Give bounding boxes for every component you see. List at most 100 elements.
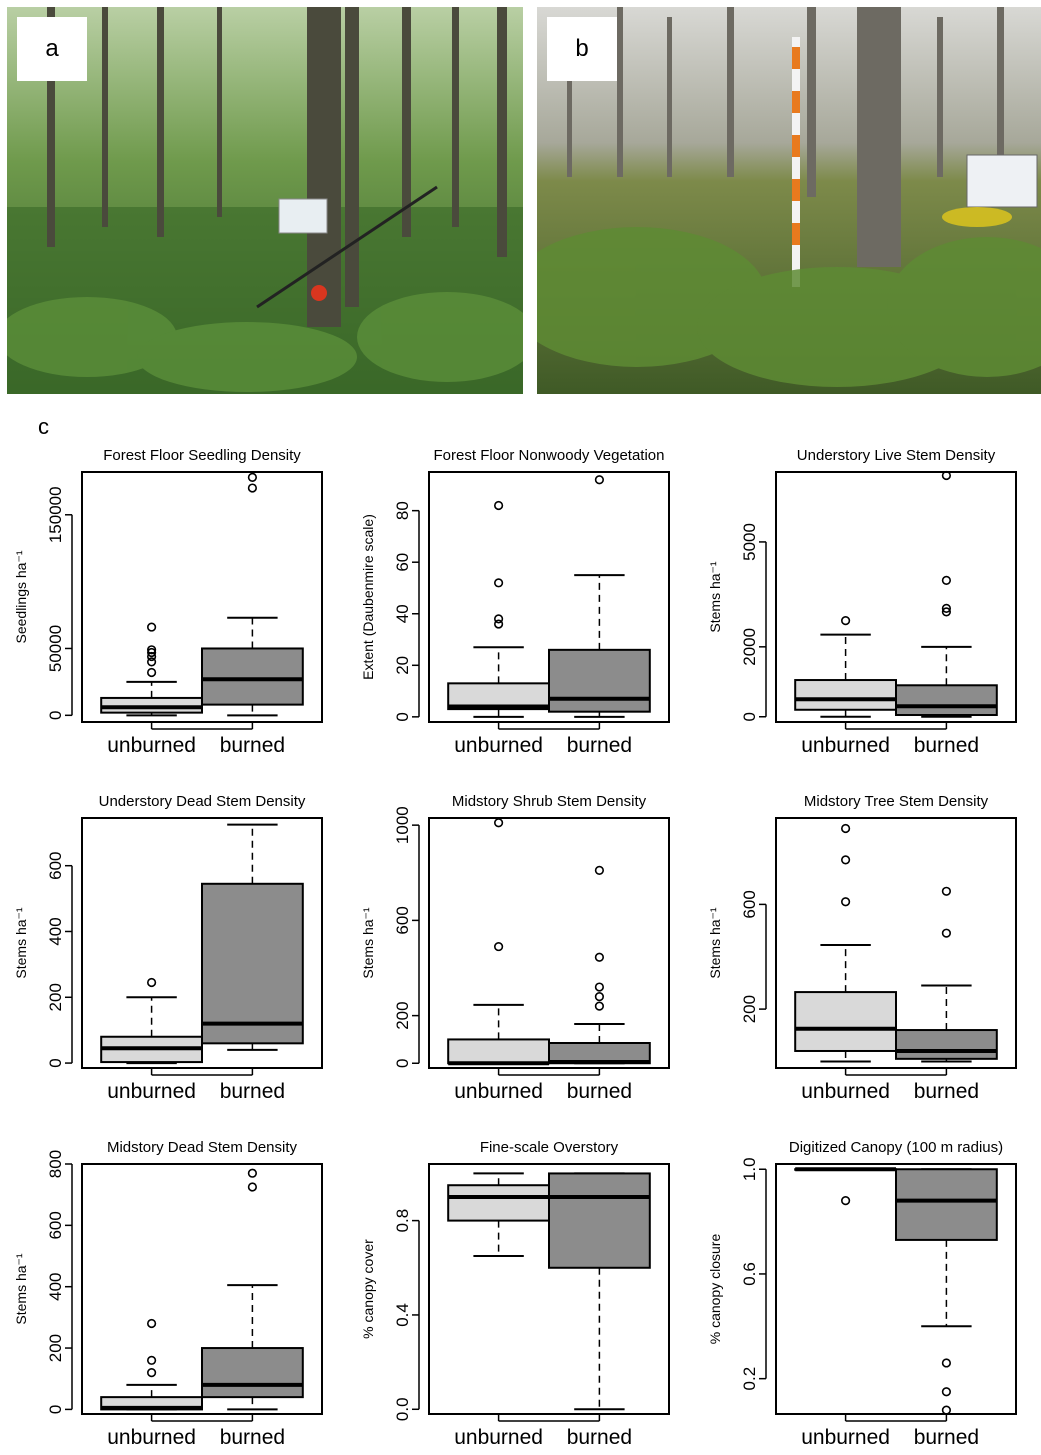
y-axis-label: Extent (Daubenmire scale) [360, 514, 376, 680]
outlier-point [594, 475, 605, 485]
outlier-point [494, 614, 504, 624]
x-tick-label: unburned [107, 1426, 196, 1449]
chart-title: Fine-scale Overstory [480, 1139, 619, 1156]
plot-frame [775, 817, 1017, 1069]
box-burned: burned [895, 1168, 998, 1449]
box-burned: burned [895, 470, 998, 757]
boxplot-panel: Forest Floor Seedling Density 0 50000 15000… [13, 447, 323, 757]
y-tick-label: 60 [393, 553, 412, 572]
outlier-point [594, 865, 605, 875]
y-tick-label: 0.0 [393, 1397, 412, 1421]
box-burned: burned [201, 472, 304, 757]
photo-burned-forest: b [537, 7, 1041, 394]
box-burned: burned [548, 475, 651, 757]
chart-title: Understory Dead Stem Density [99, 793, 306, 810]
outlier-point [594, 991, 605, 1002]
outlier-point [147, 622, 157, 632]
outlier-point [494, 500, 504, 511]
x-tick-label: unburned [801, 1080, 890, 1103]
box-unburned: unburned [100, 1318, 203, 1449]
box-burned: burned [201, 823, 304, 1103]
y-tick-label: 600 [393, 906, 412, 934]
box-unburned: unburned [447, 1172, 551, 1449]
plot-sign [278, 198, 328, 234]
y-tick-label: 0.2 [740, 1367, 759, 1391]
x-tick-label: unburned [801, 734, 890, 757]
outlier-point [147, 667, 157, 678]
outlier-point [494, 619, 504, 629]
y-tick-label: 40 [393, 604, 412, 623]
y-axis-label: Stems ha⁻¹ [13, 1253, 29, 1325]
outlier-point [247, 472, 257, 482]
box-burned: burned [548, 865, 651, 1103]
y-tick-label: 200 [46, 983, 65, 1011]
outlier-point [594, 982, 605, 992]
y-axis-label: Stems ha⁻¹ [360, 907, 376, 979]
forest-photo-b [537, 7, 1041, 394]
chart-title: Forest Floor Nonwoody Vegetation [434, 447, 665, 464]
y-tick-label: 800 [46, 1150, 65, 1178]
x-tick-label: burned [914, 1426, 979, 1449]
outlier-point [147, 645, 157, 655]
y-tick-label: 200 [393, 1001, 412, 1029]
y-tick-label: 0 [46, 1058, 65, 1067]
boxplot-panel: Fine-scale Overstory 0.0 0.4 0.8 % canopy co… [360, 1139, 670, 1449]
outlier-point [594, 952, 605, 962]
y-axis-label: Stems ha⁻¹ [707, 907, 723, 979]
chart-title: Midstory Shrub Stem Density [452, 793, 647, 810]
y-tick-label: 400 [46, 917, 65, 945]
plot-frame [775, 1163, 1017, 1415]
plot-frame [81, 817, 323, 1069]
y-axis-label: Stems ha⁻¹ [707, 561, 723, 633]
box-unburned: unburned [447, 500, 551, 757]
x-tick-label: unburned [454, 734, 543, 757]
y-tick-label: 150000 [46, 486, 65, 543]
outlier-point [247, 483, 257, 493]
x-tick-label: unburned [107, 734, 196, 757]
iqr-box [794, 991, 898, 1052]
box-unburned: unburned [794, 616, 898, 757]
y-tick-label: 0 [740, 712, 759, 721]
outlier-point [147, 1367, 157, 1378]
photo-unburned-forest: a [7, 7, 523, 394]
x-tick-label: unburned [107, 1080, 196, 1103]
outlier-point [941, 1387, 952, 1397]
y-tick-label: 0 [393, 712, 412, 721]
y-tick-label: 0.8 [393, 1209, 412, 1233]
iqr-box [201, 882, 304, 1045]
plot-frame [81, 471, 323, 723]
boxplot-panel: Digitized Canopy (100 m radius) 0.2 0.6 1.0… [707, 1139, 1017, 1449]
plot-sign-b [966, 154, 1038, 208]
iqr-box [794, 679, 898, 711]
x-tick-label: unburned [454, 1080, 543, 1103]
box-unburned: unburned [100, 977, 203, 1103]
y-tick-label: 600 [46, 852, 65, 880]
x-tick-label: burned [914, 734, 979, 757]
panel-label-a: a [17, 17, 87, 81]
boxplot-panel: Midstory Dead Stem Density 0 200 400 600 800 S… [13, 1139, 323, 1449]
y-tick-label: 5000 [740, 523, 759, 561]
outlier-point [840, 897, 851, 907]
x-tick-label: burned [220, 1426, 285, 1449]
iqr-box [100, 696, 203, 714]
plot-frame [775, 471, 1017, 723]
y-tick-label: 0.6 [740, 1262, 759, 1286]
chart-title: Digitized Canopy (100 m radius) [789, 1139, 1003, 1156]
outlier-point [941, 607, 952, 617]
iqr-box [447, 1038, 551, 1065]
outlier-point [147, 1355, 157, 1365]
iqr-box [895, 1168, 998, 1241]
x-tick-label: burned [220, 734, 285, 757]
y-axis-label: Stems ha⁻¹ [13, 907, 29, 979]
panel-label-c: c [38, 414, 49, 439]
iqr-box [201, 1347, 304, 1399]
boxplot-panel: Understory Dead Stem Density 0 200 400 600 St… [13, 793, 323, 1103]
iqr-box [548, 1172, 651, 1269]
box-burned: burned [895, 886, 998, 1103]
outlier-point [147, 977, 157, 988]
box-burned: burned [548, 1172, 651, 1449]
x-tick-label: burned [220, 1080, 285, 1103]
boxplot-panel: Midstory Tree Stem Density 200 600 Stems ha… [707, 793, 1017, 1103]
outlier-point [147, 657, 157, 667]
boxplot-panel: Midstory Shrub Stem Density 0 200 600 1000 St… [360, 793, 670, 1103]
